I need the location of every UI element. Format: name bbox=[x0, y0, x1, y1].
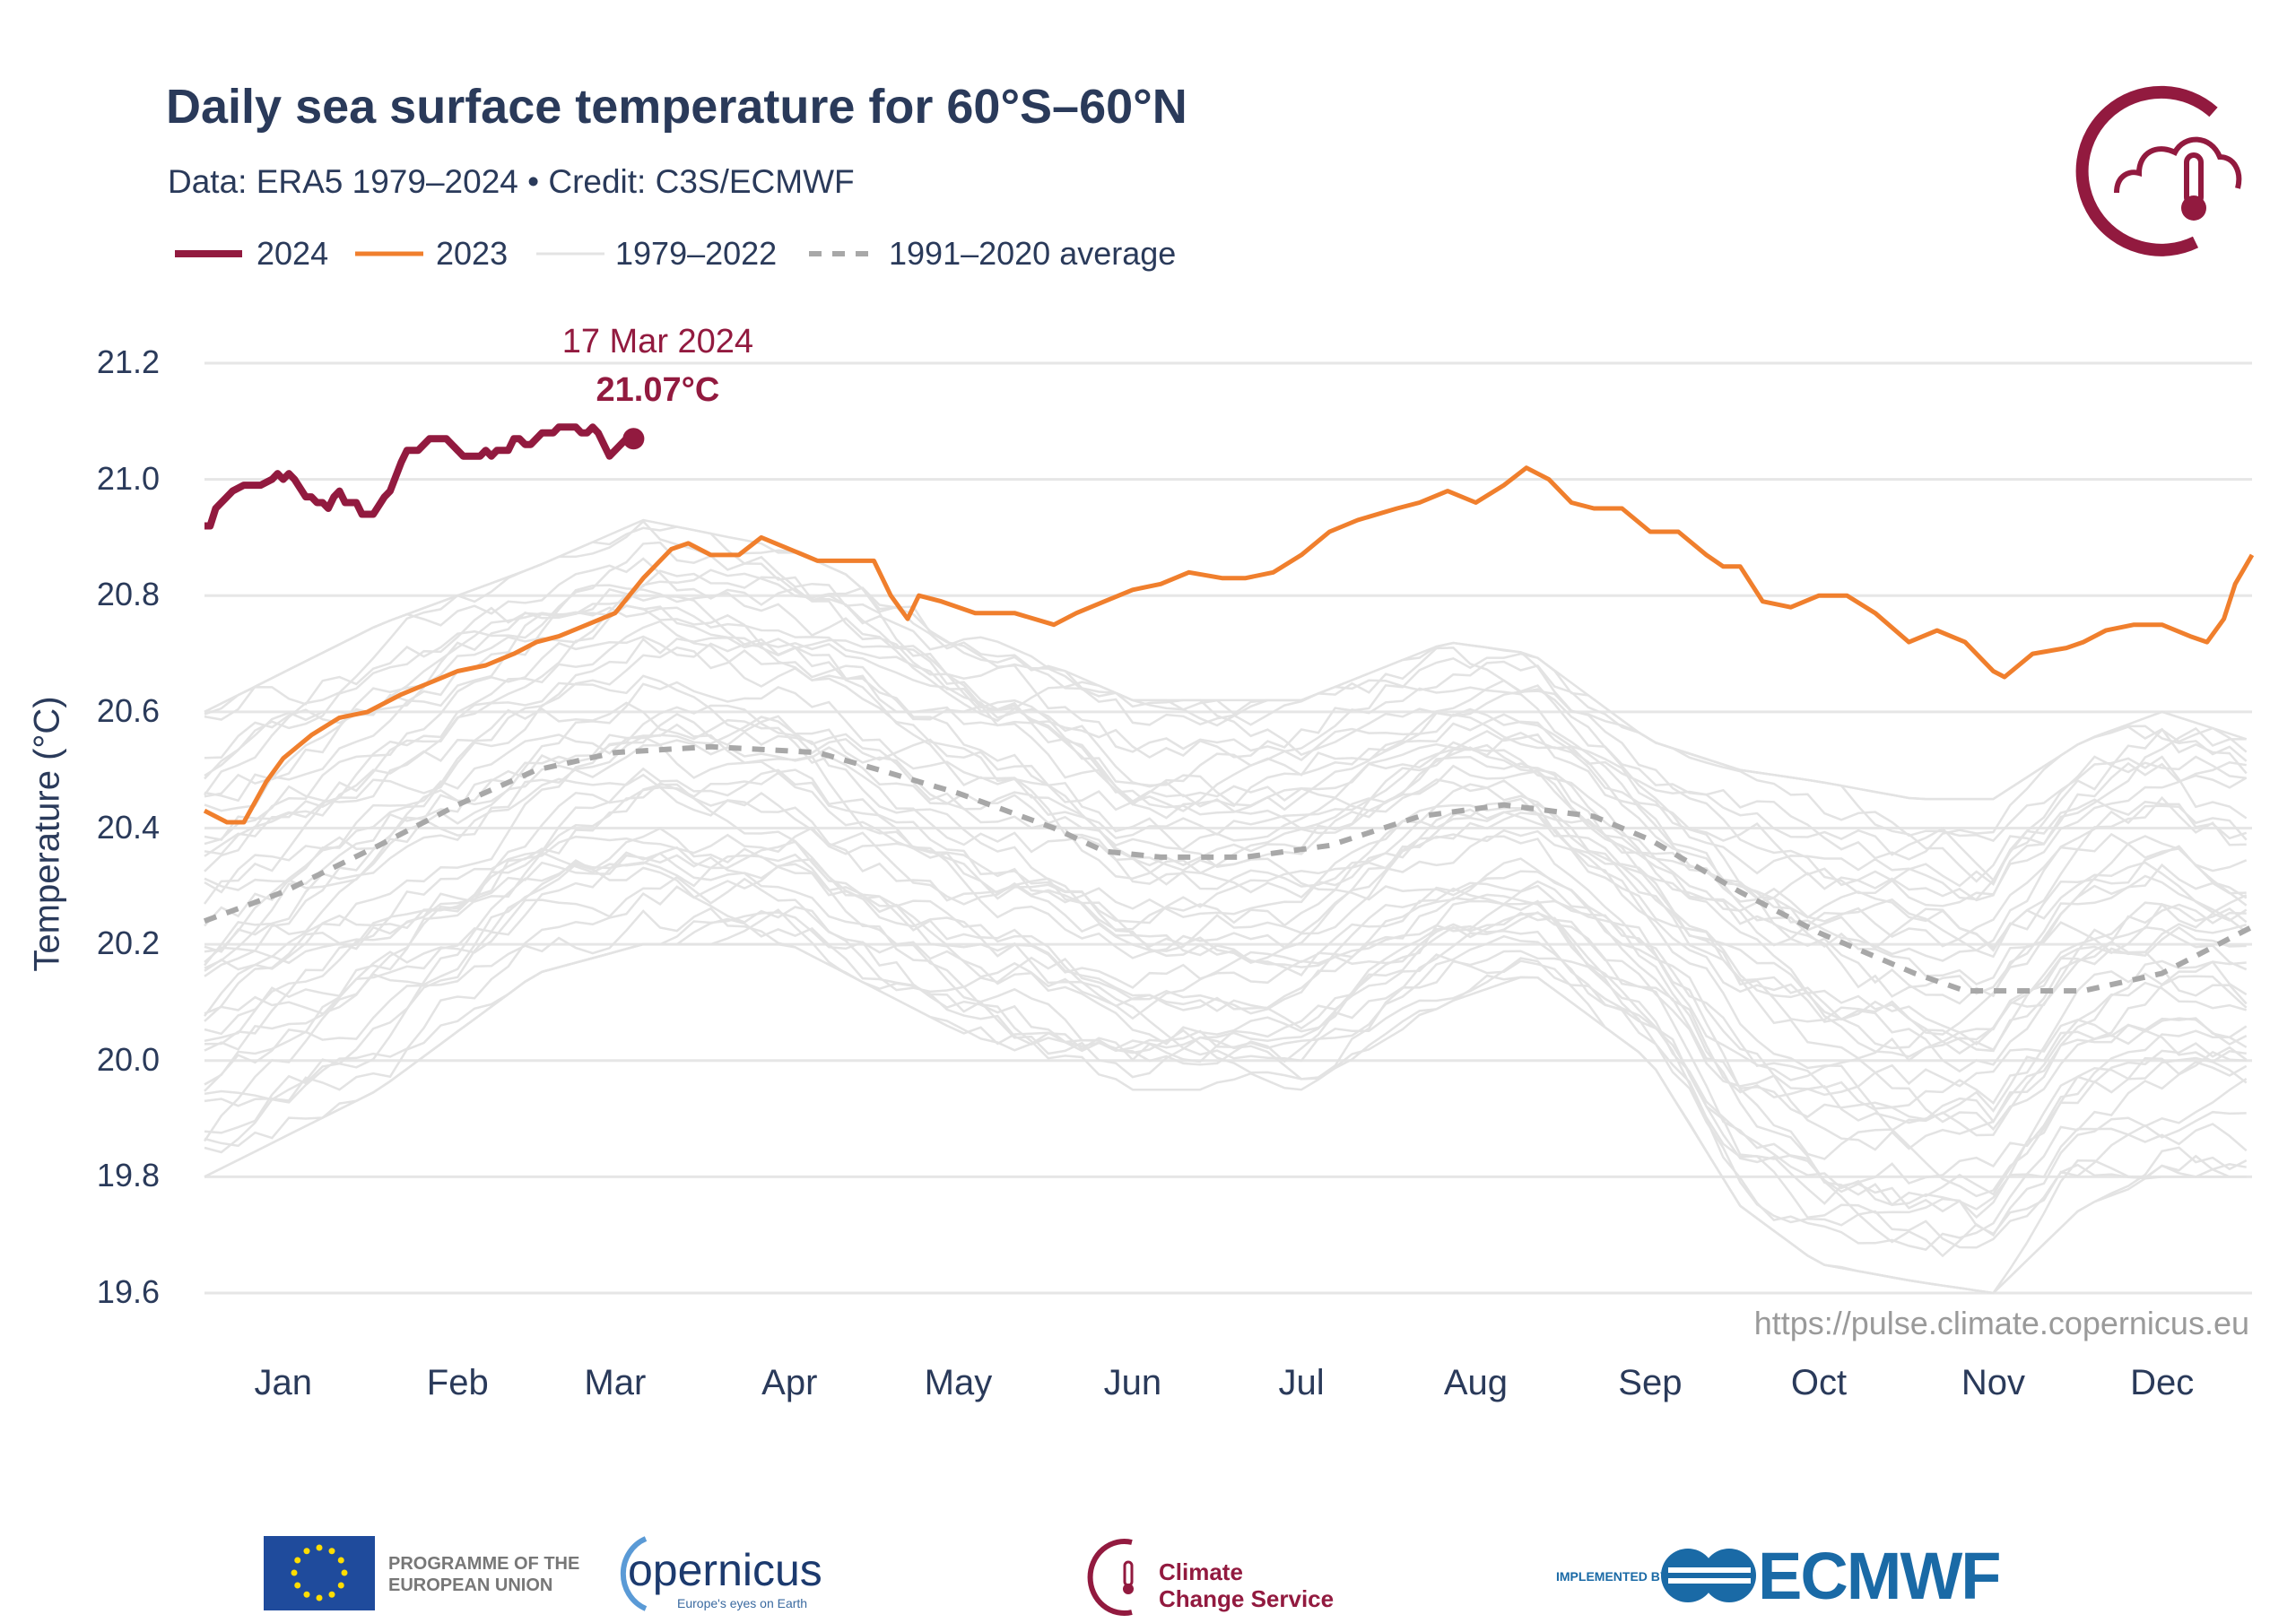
history-year-line bbox=[204, 568, 2247, 888]
history-year-line bbox=[204, 681, 2248, 1036]
y-tick-label: 19.6 bbox=[96, 1273, 160, 1310]
x-tick-label: Mar bbox=[584, 1363, 647, 1402]
y-tick-label: 20.0 bbox=[96, 1040, 160, 1078]
legend-label-2023: 2023 bbox=[436, 235, 509, 272]
chart-title: Daily sea surface temperature for 60°S–6… bbox=[166, 80, 1187, 134]
x-tick-label: May bbox=[924, 1363, 993, 1402]
eu-star-icon bbox=[328, 1591, 335, 1598]
history-year-line bbox=[204, 826, 2248, 1137]
y-tick-label: 21.2 bbox=[96, 343, 160, 380]
eu-star-icon bbox=[328, 1548, 335, 1555]
eu-star-icon bbox=[316, 1544, 323, 1551]
history-year-line bbox=[204, 541, 2247, 907]
series-line-2024 bbox=[204, 423, 630, 530]
c3s-emblem-logo bbox=[2075, 85, 2242, 256]
eu-star-icon bbox=[316, 1594, 323, 1601]
history-year-line bbox=[204, 908, 2247, 1249]
legend-label-2024: 2024 bbox=[257, 235, 329, 272]
history-year-line bbox=[204, 712, 2248, 1034]
annotation-value: 21.07°C bbox=[596, 371, 720, 409]
history-year-line bbox=[204, 859, 2248, 1211]
c3s-text-line-1: Climate bbox=[1159, 1558, 1243, 1585]
x-tick-label: Jan bbox=[254, 1363, 313, 1402]
eu-flag-logo bbox=[264, 1536, 375, 1610]
copernicus-logo-mark bbox=[620, 1536, 648, 1611]
eu-star-icon bbox=[294, 1557, 301, 1564]
x-tick-label: Jun bbox=[1103, 1363, 1162, 1402]
eu-text-line-2: EUROPEAN UNION bbox=[388, 1575, 553, 1595]
x-tick-label: Jul bbox=[1278, 1363, 1325, 1402]
history-year-line bbox=[204, 863, 2247, 1251]
history-year-line bbox=[204, 557, 2248, 883]
history-year-line bbox=[204, 846, 2248, 1198]
ecmwf-logo-mark bbox=[1661, 1549, 1756, 1602]
x-tick-label: Sep bbox=[1618, 1363, 1683, 1402]
history-year-line bbox=[204, 518, 2248, 801]
ecmwf-wordmark: ECMWF bbox=[1758, 1539, 2001, 1613]
chart-subtitle: Data: ERA5 1979–2024 • Credit: C3S/ECMWF bbox=[168, 163, 855, 200]
copernicus-wordmark: opernicus bbox=[628, 1545, 822, 1595]
legend-label-average: 1991–2020 average bbox=[889, 235, 1177, 272]
y-axis-title: Temperature (°C) bbox=[27, 696, 67, 972]
y-tick-label: 20.8 bbox=[96, 576, 160, 613]
history-year-line bbox=[204, 635, 2247, 959]
history-year-line bbox=[204, 701, 2247, 998]
y-tick-label: 20.4 bbox=[96, 808, 160, 846]
history-year-line bbox=[204, 851, 2248, 1207]
history-year-line bbox=[204, 525, 2248, 801]
history-year-line bbox=[204, 840, 2248, 1219]
x-tick-label: Aug bbox=[1443, 1363, 1509, 1402]
implemented-by-text: IMPLEMENTED BY bbox=[1556, 1569, 1669, 1584]
x-tick-label: Dec bbox=[2130, 1363, 2195, 1402]
eu-star-icon bbox=[303, 1548, 310, 1555]
legend-label-1979-2022: 1979–2022 bbox=[615, 235, 778, 272]
eu-star-icon bbox=[291, 1569, 298, 1576]
c3s-wordmark: Climate Change Service bbox=[1159, 1558, 1334, 1612]
x-tick-label: Nov bbox=[1961, 1363, 2026, 1402]
latest-value-marker bbox=[622, 428, 645, 450]
history-year-line bbox=[204, 907, 2247, 1236]
y-tick-label: 20.2 bbox=[96, 924, 160, 962]
eu-star-icon bbox=[337, 1582, 344, 1589]
x-tick-label: Apr bbox=[761, 1363, 818, 1402]
c3s-text-line-2: Change Service bbox=[1159, 1585, 1335, 1612]
eu-programme-text: PROGRAMME OF THE EUROPEAN UNION bbox=[388, 1553, 579, 1596]
copernicus-tagline: Europe's eyes on Earth bbox=[677, 1596, 808, 1610]
y-tick-label: 21.0 bbox=[96, 459, 160, 497]
history-year-line bbox=[204, 646, 2248, 986]
x-tick-label: Oct bbox=[1790, 1363, 1848, 1402]
history-year-line bbox=[203, 854, 2247, 1132]
eu-star-icon bbox=[303, 1591, 310, 1598]
annotation-date: 17 Mar 2024 bbox=[561, 323, 754, 360]
history-year-line bbox=[204, 674, 2248, 950]
eu-star-icon bbox=[294, 1582, 301, 1589]
history-year-line bbox=[203, 603, 2248, 962]
eu-text-line-1: PROGRAMME OF THE bbox=[388, 1554, 580, 1574]
eu-star-icon bbox=[341, 1569, 348, 1576]
history-year-line bbox=[203, 827, 2248, 1205]
history-year-line bbox=[204, 584, 2248, 901]
history-year-line bbox=[204, 771, 2247, 1151]
y-tick-label: 19.8 bbox=[96, 1157, 160, 1194]
source-url[interactable]: https://pulse.climate.copernicus.eu bbox=[1753, 1305, 2249, 1341]
history-year-line bbox=[204, 587, 2248, 882]
history-lines-1979-2022 bbox=[203, 518, 2248, 1295]
c3s-footer-emblem bbox=[1087, 1539, 1134, 1616]
history-year-line bbox=[204, 773, 2248, 1073]
eu-star-icon bbox=[337, 1557, 344, 1564]
series-line-2023 bbox=[203, 465, 2255, 825]
history-year-line bbox=[204, 767, 2248, 1118]
x-tick-label: Feb bbox=[426, 1363, 489, 1402]
y-tick-label: 20.6 bbox=[96, 691, 160, 729]
series-line-1991-2020-average bbox=[203, 743, 2254, 994]
history-year-line bbox=[204, 716, 2248, 1058]
